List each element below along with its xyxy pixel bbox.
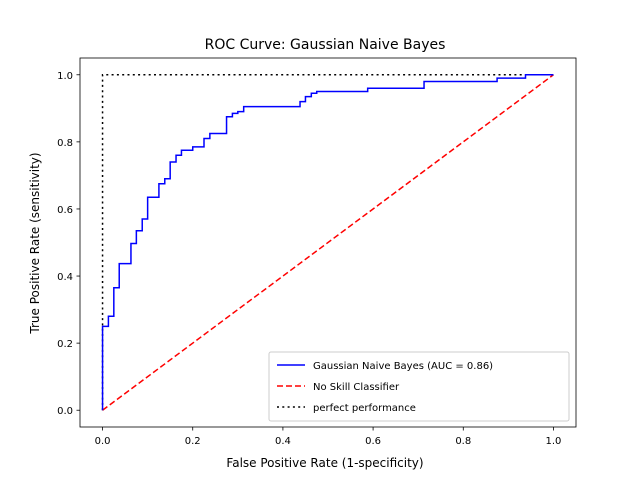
legend-label-perfect-performance: perfect performance <box>313 403 416 414</box>
y-tick-label: 0.4 <box>57 272 73 283</box>
x-tick-label: 0.4 <box>275 436 291 447</box>
y-axis-label: True Positive Rate (sensitivity) <box>28 152 42 334</box>
legend-label-no-skill-classifier: No Skill Classifier <box>313 382 400 393</box>
legend-box <box>268 351 570 422</box>
x-axis-label: False Positive Rate (1-specificity) <box>226 456 423 470</box>
legend: Gaussian Naive Bayes (AUC = 0.86) No Skil… <box>268 351 570 422</box>
y-tick-label: 0.2 <box>57 339 73 350</box>
x-tick-label: 0.6 <box>365 436 381 447</box>
series-line-no-skill-classifier <box>102 74 554 411</box>
plot-area <box>79 57 577 428</box>
legend-label-gaussian-naive-bayes-auc-0-86: Gaussian Naive Bayes (AUC = 0.86) <box>313 361 493 372</box>
series-line-gaussian-naive-bayes-auc-0-86 <box>101 74 554 411</box>
y-tick-label: 0.6 <box>57 205 73 216</box>
x-tick-label: 0.0 <box>95 436 111 447</box>
chart-title: ROC Curve: Gaussian Naive Bayes <box>205 37 446 53</box>
y-tick-label: 0.8 <box>57 138 73 149</box>
axis-ticks: 0.0 0.2 0.4 0.6 0.8 1.0 0.0 0.2 0.4 0.6 0.8 1.0 <box>57 71 561 447</box>
series-line-perfect-performance <box>101 74 554 411</box>
axes-frame <box>79 57 577 428</box>
x-tick-label: 1.0 <box>546 436 562 447</box>
y-tick-label: 1.0 <box>57 71 73 82</box>
x-tick-label: 0.2 <box>185 436 201 447</box>
x-tick-label: 0.8 <box>455 436 471 447</box>
y-tick-label: 0.0 <box>57 406 73 417</box>
